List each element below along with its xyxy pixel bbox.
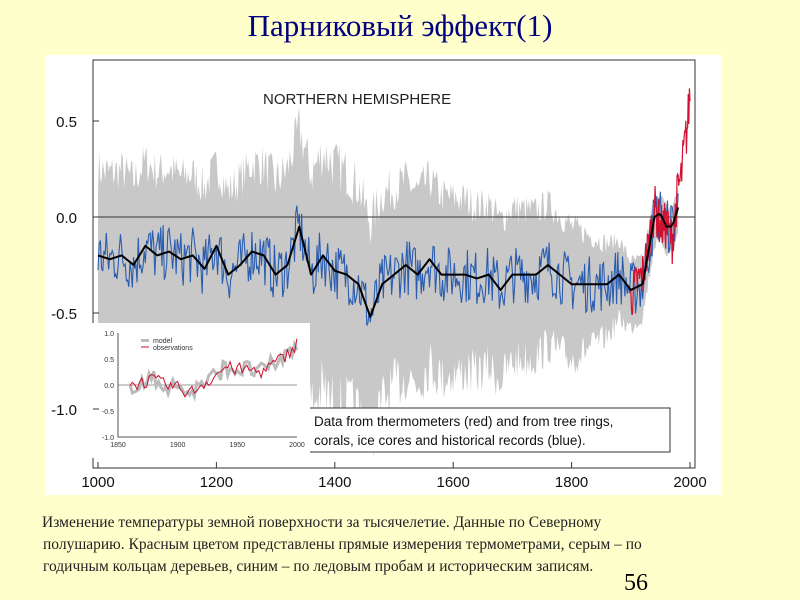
inset-axes: [117, 333, 297, 438]
smoothed-series-line: [97, 207, 680, 318]
plot-frame: [92, 59, 696, 469]
x-tick-label: 1800: [555, 474, 588, 491]
inset-y-tick-label: -1.0: [102, 435, 114, 442]
y-tick-label: -0.5: [51, 306, 77, 323]
inset-x-tick-label: 1950: [230, 442, 246, 449]
page-number: 56: [624, 570, 648, 596]
annotation-line: Data from thermometers (red) and from tr…: [314, 414, 613, 429]
slide-title: Парниковый эффект(1): [247, 8, 553, 43]
slide-caption: Изменение температуры земной поверхност…: [30, 512, 750, 578]
chart-svg: NORTHERN HEMISPHERE Data from thermomete…: [51, 59, 707, 491]
chart-title: NORTHERN HEMISPHERE: [263, 91, 451, 108]
x-tick-label: 1600: [437, 474, 470, 491]
caption-line: полушарию. Красным цветом представлены п…: [43, 536, 642, 553]
x-tick-label: 2000: [673, 474, 706, 491]
y-tick-label: -1.0: [51, 402, 77, 419]
x-tick-label: 1000: [81, 474, 114, 491]
thermometer-series-line: [630, 88, 691, 316]
annotation-line: corals, ice cores and historical records…: [314, 433, 586, 448]
x-tick-label: 1200: [200, 474, 233, 491]
inset-y-tick-label: 1.0: [104, 331, 114, 338]
caption-line: Изменение температуры земной поверхност…: [30, 514, 601, 531]
y-tick-label: 0.5: [56, 114, 77, 131]
annotation-box: Data from thermometers (red) and from tr…: [307, 407, 671, 453]
axes: 0.5 0.0 -0.5 -1.0 1000 1200 1400 1600 1800 2000: [51, 114, 707, 491]
inset-x-tick-label: 1850: [110, 442, 126, 449]
caption-line: годичным кольцам деревьев, синим – по ле…: [43, 558, 594, 575]
inset-y-tick-label: -0.5: [102, 409, 114, 416]
proxy-series-line: [97, 191, 679, 326]
inset-x-tick-label: 1900: [170, 442, 186, 449]
inset-model-line: [128, 339, 299, 402]
temperature-chart: NORTHERN HEMISPHERE Data from thermomete…: [45, 55, 722, 495]
legend-model-swatch: [141, 339, 149, 342]
inset-y-tick-label: 0.5: [104, 357, 114, 364]
legend-label: model: [153, 338, 173, 345]
inset-y-tick-label: 0.0: [104, 383, 114, 390]
inset-observations-line: [129, 338, 298, 398]
legend-label: observations: [153, 345, 193, 352]
x-tick-label: 1400: [318, 474, 351, 491]
inset-x-tick-label: 2000: [289, 442, 305, 449]
y-tick-label: 0.0: [56, 210, 77, 227]
inset-background: [90, 323, 310, 458]
